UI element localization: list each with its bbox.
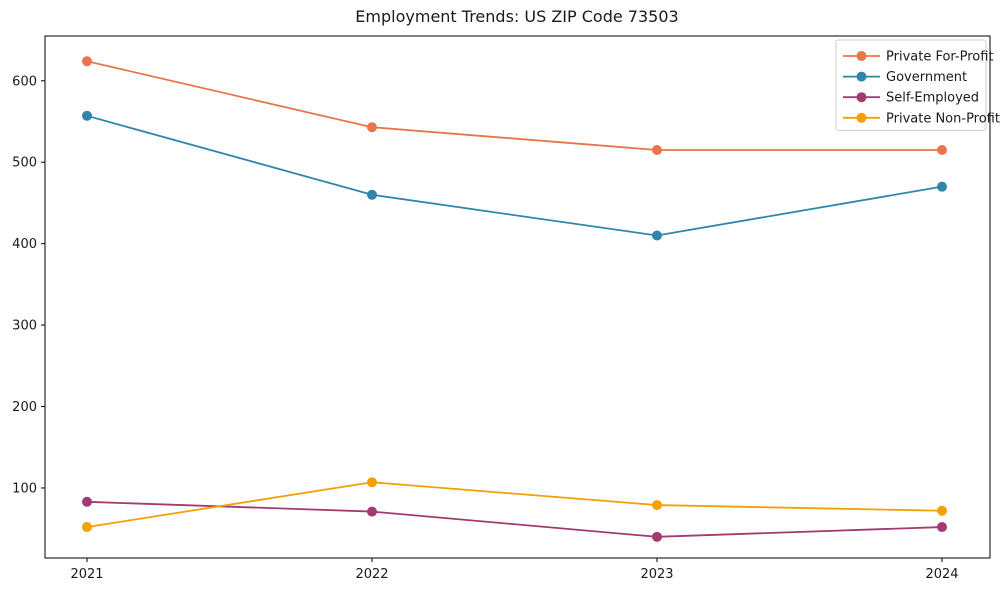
axes-border: [44, 35, 991, 559]
series-line: [86, 481, 943, 528]
legend-marker: [856, 71, 867, 82]
data-point-marker: [652, 500, 662, 511]
y-tick-label: 600: [12, 74, 37, 89]
data-point-marker: [937, 145, 947, 156]
series-private-for-profit: [82, 56, 947, 156]
legend-label: Private For-Profit: [886, 50, 994, 65]
legend-label: Government: [886, 70, 967, 85]
legend-marker: [856, 112, 867, 123]
series-self-employed: [82, 496, 947, 542]
data-point-marker: [367, 477, 377, 488]
legend-label: Private Non-Profit: [886, 111, 1000, 126]
series-line: [86, 114, 943, 237]
series-private-non-profit: [82, 477, 947, 533]
data-point-marker: [937, 522, 947, 533]
x-tick-label: 2024: [925, 567, 958, 582]
y-tick-label: 100: [12, 481, 37, 496]
legend: Private For-Profit Government Self-Employe…: [835, 39, 1000, 131]
data-point-marker: [937, 181, 947, 192]
series-government: [82, 110, 947, 241]
legend-item: Self-Employed: [843, 91, 979, 106]
legend-marker: [856, 51, 867, 61]
data-point-marker: [367, 506, 377, 517]
legend-box: [835, 39, 987, 131]
legend-item: Private Non-Profit: [843, 111, 1000, 126]
data-point-marker: [82, 522, 92, 533]
x-tick-label: 2023: [640, 567, 673, 582]
y-tick-label: 300: [12, 319, 37, 334]
x-tick-label: 2021: [70, 567, 103, 582]
legend-item: Private For-Profit: [843, 50, 994, 65]
data-point-marker: [652, 145, 662, 156]
data-point-marker: [82, 56, 92, 67]
plot-frame: [44, 35, 991, 559]
data-point-marker: [82, 496, 92, 507]
x-tick-label: 2022: [355, 567, 388, 582]
data-point-marker: [367, 122, 377, 133]
y-tick-label: 400: [12, 237, 37, 252]
data-point-marker: [937, 505, 947, 516]
y-tick-label: 500: [12, 156, 37, 171]
x-axis: 2021 2022 2023 2024: [70, 558, 959, 582]
data-point-marker: [652, 531, 662, 542]
data-point-marker: [82, 110, 92, 121]
series-line: [86, 500, 943, 538]
legend-item: Government: [843, 70, 967, 85]
series-layer: [82, 56, 947, 542]
y-axis: 100 200 300 400 500 600: [12, 74, 45, 496]
chart-title: Employment Trends: US ZIP Code 73503: [355, 7, 678, 26]
data-point-marker: [652, 230, 662, 241]
series-line: [86, 60, 942, 151]
y-tick-label: 200: [12, 400, 37, 415]
legend-marker: [856, 92, 867, 103]
legend-label: Self-Employed: [886, 91, 979, 106]
data-point-marker: [367, 189, 377, 200]
